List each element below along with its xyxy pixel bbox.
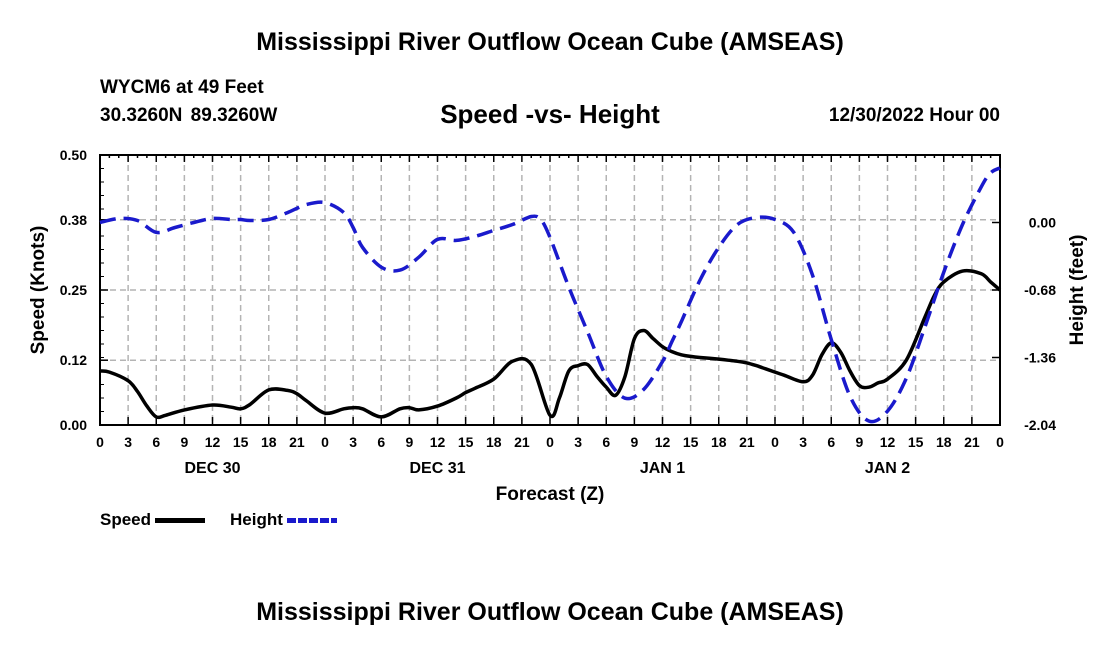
y2-tick-label: -0.68 <box>1024 282 1056 298</box>
x-tick-label: 6 <box>377 434 385 450</box>
legend-speed-label: Speed <box>100 510 152 529</box>
x-tick-label: 15 <box>458 434 474 450</box>
x-tick-label: 0 <box>996 434 1004 450</box>
speed-series-line <box>99 268 1002 420</box>
label-layer: 0 3 6 9 12 15 18 21 0 3 6 9 12 15 18 21 0 3 6 9 12 15 18 21 0 3 6 9… <box>28 147 1088 505</box>
day-label: JAN 1 <box>640 460 685 477</box>
day-label: DEC 31 <box>409 460 465 477</box>
x-tick-label: 18 <box>486 434 502 450</box>
x-tick-label: 9 <box>405 434 413 450</box>
station-label: WYCM6 at 49 Feet <box>100 77 264 98</box>
day-label: JAN 2 <box>865 460 910 477</box>
x-tick-label: 12 <box>880 434 896 450</box>
x-tick-label: 12 <box>655 434 671 450</box>
y2-tick-label: -1.36 <box>1024 350 1056 366</box>
y2-axis-title: Height (feet) <box>1067 235 1088 346</box>
x-tick-label: 0 <box>546 434 554 450</box>
x-tick-label: 18 <box>261 434 277 450</box>
x-tick-label: 21 <box>739 434 755 450</box>
legend-height-label: Height <box>230 510 283 529</box>
x-tick-label: 15 <box>683 434 699 450</box>
coordinates-label: 30.3260N 89.3260W <box>100 105 278 126</box>
x-tick-label: 3 <box>574 434 582 450</box>
y-axis-title: Speed (Knots) <box>28 226 49 355</box>
legend-speed-swatch <box>155 517 206 523</box>
y2-tick-label: 0.00 <box>1029 215 1056 231</box>
x-tick-label: 15 <box>908 434 924 450</box>
forecast-datetime: 12/30/2022 Hour 00 <box>828 105 1000 126</box>
y-tick-label: 0.38 <box>60 212 87 228</box>
y-tick-label: 0.50 <box>60 147 87 163</box>
x-tick-label: 3 <box>349 434 357 450</box>
x-tick-label: 0 <box>96 434 104 450</box>
x-tick-label: 3 <box>124 434 132 450</box>
legend-height: Height <box>230 510 337 530</box>
x-tick-label: 21 <box>514 434 530 450</box>
x-tick-label: 9 <box>630 434 638 450</box>
x-tick-label: 15 <box>233 434 249 450</box>
day-label: DEC 30 <box>184 460 240 477</box>
x-tick-label: 12 <box>205 434 221 450</box>
legend-speed: Speed <box>100 510 206 530</box>
x-tick-label: 6 <box>602 434 610 450</box>
x-tick-label: 0 <box>321 434 329 450</box>
x-tick-label: 21 <box>964 434 980 450</box>
tick-layer <box>99 154 1001 426</box>
x-tick-label: 0 <box>771 434 779 450</box>
height-series-line <box>99 166 1001 424</box>
grid-layer <box>100 155 1000 425</box>
x-tick-label: 9 <box>855 434 863 450</box>
series-layer <box>99 166 1002 424</box>
y-tick-label: 0.25 <box>60 282 87 298</box>
y-tick-label: 0.00 <box>60 417 87 433</box>
x-tick-label: 6 <box>827 434 835 450</box>
chart-subtitle: Speed -vs- Height <box>440 99 660 129</box>
bottom-title: Mississippi River Outflow Ocean Cube (AM… <box>256 598 844 626</box>
x-axis-title: Forecast (Z) <box>496 484 605 505</box>
x-tick-label: 6 <box>152 434 160 450</box>
legend-height-swatch <box>286 517 337 523</box>
y2-tick-label: -2.04 <box>1024 417 1056 433</box>
chart-main-title: Mississippi River Outflow Ocean Cube (AM… <box>256 28 844 56</box>
x-tick-label: 21 <box>289 434 305 450</box>
y-tick-label: 0.12 <box>60 352 87 368</box>
x-tick-label: 18 <box>936 434 952 450</box>
x-tick-label: 3 <box>799 434 807 450</box>
x-tick-label: 12 <box>430 434 446 450</box>
x-tick-label: 9 <box>180 434 188 450</box>
x-tick-label: 18 <box>711 434 727 450</box>
